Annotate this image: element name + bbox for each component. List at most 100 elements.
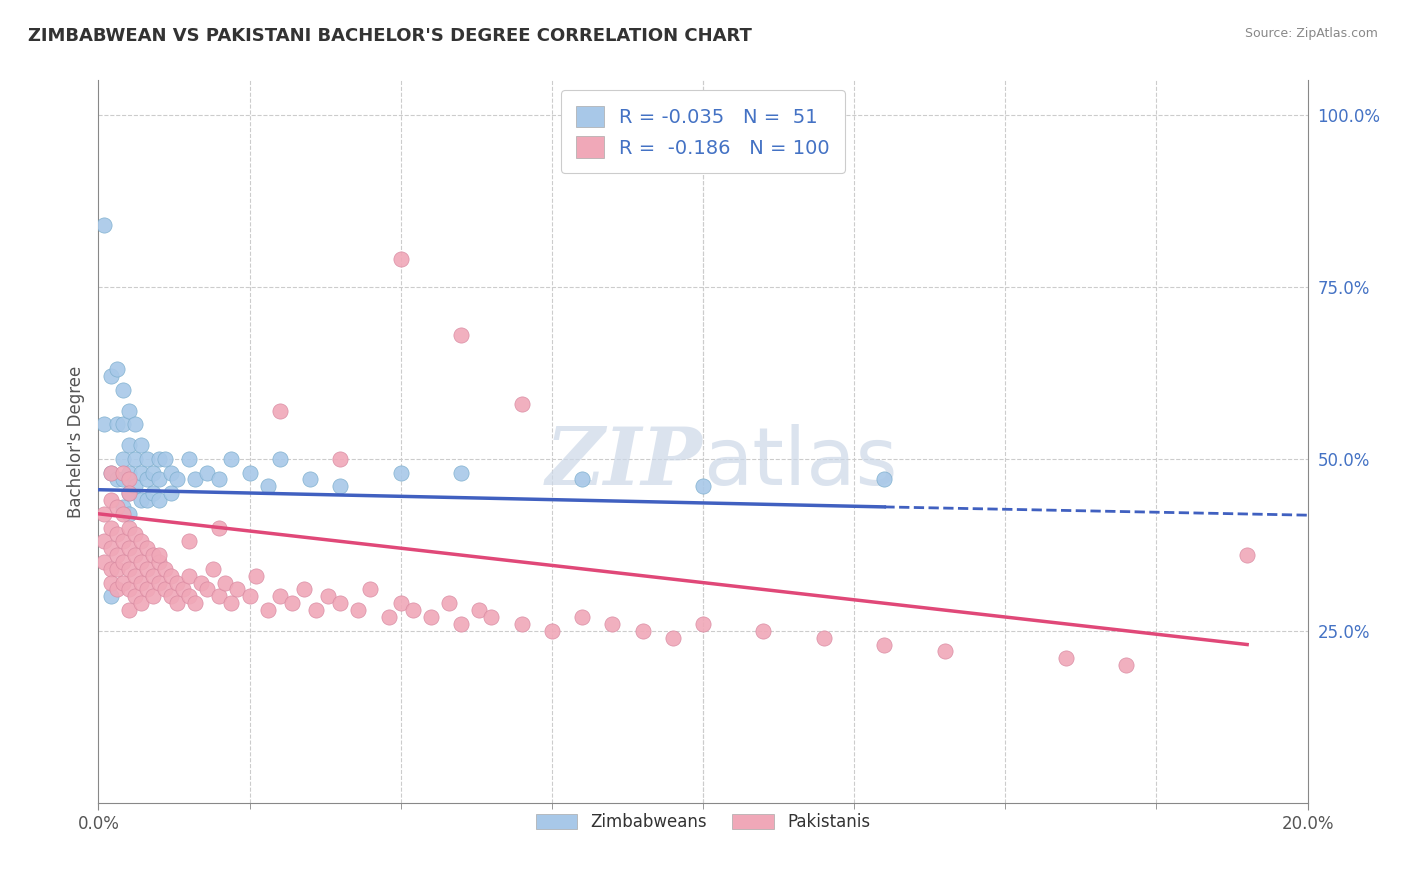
Point [135, 451, 157, 466]
Point [292, 582, 315, 597]
Point [142, 466, 165, 480]
Point [118, 582, 141, 597]
Point [129, 493, 152, 508]
Point [105, 472, 128, 486]
Point [934, 644, 956, 658]
Point [100, 575, 122, 590]
Point [118, 466, 141, 480]
Point [179, 451, 201, 466]
Point [124, 479, 146, 493]
Point [269, 403, 291, 417]
Point [124, 527, 146, 541]
Point [135, 472, 157, 486]
Text: ZIMBABWEAN VS PAKISTANI BACHELOR'S DEGREE CORRELATION CHART: ZIMBABWEAN VS PAKISTANI BACHELOR'S DEGRE… [28, 27, 752, 45]
Point [752, 624, 775, 638]
Text: ZIP: ZIP [546, 425, 703, 502]
Point [124, 417, 146, 432]
Point [148, 451, 170, 466]
Point [172, 582, 194, 597]
Point [129, 596, 152, 610]
Point [111, 575, 134, 590]
Point [129, 555, 152, 569]
Point [377, 610, 399, 624]
Point [1236, 548, 1258, 562]
Point [105, 500, 128, 514]
Point [118, 562, 141, 576]
Point [329, 451, 352, 466]
Point [93, 218, 115, 232]
Point [129, 466, 152, 480]
Point [111, 417, 134, 432]
Point [221, 451, 243, 466]
Point [118, 403, 141, 417]
Point [93, 555, 115, 569]
Point [166, 596, 188, 610]
Point [100, 520, 122, 534]
Point [124, 568, 146, 582]
Point [111, 451, 134, 466]
Point [148, 548, 170, 562]
Point [226, 582, 249, 597]
Point [93, 507, 115, 521]
Point [179, 568, 201, 582]
Point [111, 555, 134, 569]
Point [148, 472, 170, 486]
Point [873, 472, 896, 486]
Point [100, 590, 122, 604]
Point [160, 486, 183, 500]
Point [316, 590, 339, 604]
Point [166, 575, 188, 590]
Point [100, 466, 122, 480]
Point [111, 534, 134, 549]
Point [450, 616, 472, 631]
Point [105, 582, 128, 597]
Point [105, 417, 128, 432]
Point [100, 562, 122, 576]
Point [179, 534, 201, 549]
Point [420, 610, 443, 624]
Point [208, 520, 231, 534]
Point [100, 493, 122, 508]
Point [118, 438, 141, 452]
Point [190, 575, 212, 590]
Point [105, 527, 128, 541]
Point [184, 596, 207, 610]
Point [389, 596, 412, 610]
Point [389, 466, 412, 480]
Point [221, 596, 243, 610]
Point [111, 500, 134, 514]
Point [389, 252, 412, 267]
Point [118, 507, 141, 521]
Point [305, 603, 328, 617]
Point [111, 507, 134, 521]
Point [245, 568, 267, 582]
Point [160, 590, 183, 604]
Point [135, 541, 157, 556]
Legend: Zimbabweans, Pakistanis: Zimbabweans, Pakistanis [529, 806, 877, 838]
Point [602, 616, 624, 631]
Point [118, 603, 141, 617]
Point [118, 520, 141, 534]
Point [111, 383, 134, 397]
Point [195, 466, 218, 480]
Point [329, 596, 352, 610]
Point [450, 466, 472, 480]
Point [135, 582, 157, 597]
Point [1115, 658, 1137, 673]
Point [437, 596, 460, 610]
Point [571, 610, 593, 624]
Point [481, 610, 503, 624]
Point [510, 616, 533, 631]
Point [195, 582, 218, 597]
Point [148, 555, 170, 569]
Point [118, 541, 141, 556]
Point [269, 590, 291, 604]
Point [142, 590, 165, 604]
Point [299, 472, 322, 486]
Point [135, 493, 157, 508]
Point [661, 631, 683, 645]
Point [142, 486, 165, 500]
Point [100, 466, 122, 480]
Point [100, 369, 122, 384]
Point [93, 534, 115, 549]
